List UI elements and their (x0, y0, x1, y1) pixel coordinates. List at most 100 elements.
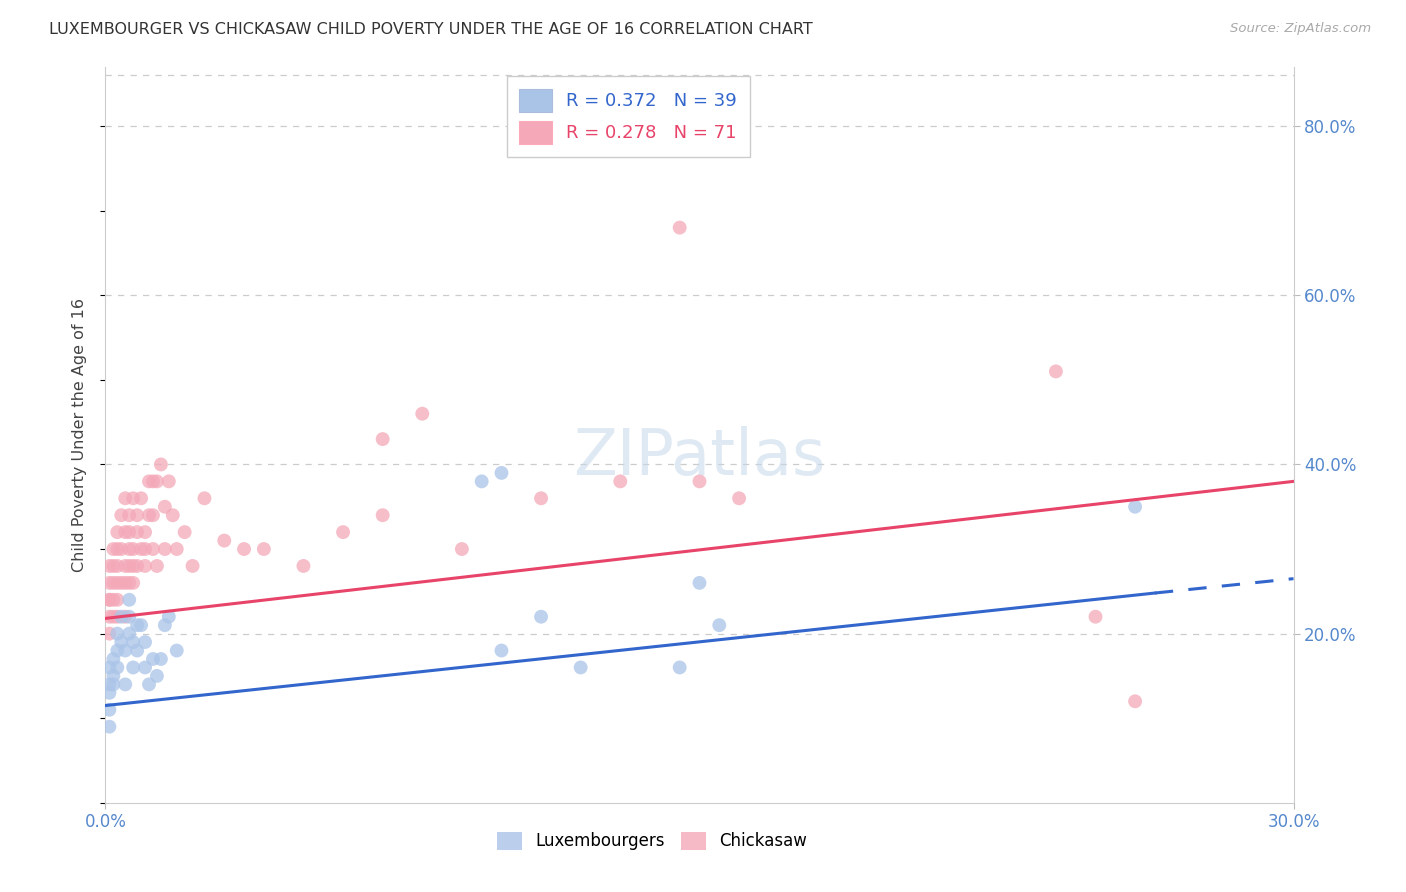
Point (127, 508, 149, 523)
Point (103, 575, 125, 590)
Point (127, 643, 149, 657)
Point (609, 475, 631, 489)
Point (118, 609, 141, 624)
Point (110, 635, 132, 649)
Point (138, 677, 160, 691)
Point (233, 542, 256, 557)
Point (98, 609, 121, 624)
Point (668, 660, 690, 674)
Point (138, 508, 160, 523)
Point (105, 609, 128, 624)
Point (129, 618, 152, 632)
Point (103, 542, 125, 557)
Point (668, 220, 690, 235)
Point (114, 558, 136, 573)
Point (98, 677, 121, 691)
Point (332, 525, 354, 540)
Point (118, 592, 141, 607)
Point (105, 558, 128, 573)
Point (157, 609, 180, 624)
Point (162, 508, 184, 523)
Point (98, 575, 121, 590)
Point (142, 508, 165, 523)
Point (134, 635, 156, 649)
Point (103, 609, 125, 624)
Point (471, 475, 494, 489)
Point (129, 542, 152, 557)
Point (105, 592, 128, 607)
Point (142, 652, 165, 666)
Point (98, 660, 121, 674)
Point (146, 475, 169, 489)
Point (98, 686, 121, 700)
Point (103, 677, 125, 691)
Point (98, 626, 121, 640)
Point (253, 542, 276, 557)
Point (103, 592, 125, 607)
Point (173, 525, 195, 540)
Point (1084, 609, 1107, 624)
Point (292, 558, 315, 573)
Point (149, 652, 172, 666)
Point (122, 558, 145, 573)
Point (114, 677, 136, 691)
Point (98, 558, 121, 573)
Point (371, 508, 394, 523)
Point (1123, 694, 1146, 708)
Point (728, 491, 751, 506)
Point (118, 575, 141, 590)
Point (105, 542, 128, 557)
Point (110, 542, 132, 557)
Point (689, 575, 711, 590)
Point (105, 660, 128, 674)
Legend: Luxembourgers, Chickasaw: Luxembourgers, Chickasaw (489, 825, 814, 857)
Point (118, 626, 141, 640)
Point (181, 558, 204, 573)
Point (134, 660, 156, 674)
Y-axis label: Child Poverty Under the Age of 16: Child Poverty Under the Age of 16 (72, 298, 87, 572)
Point (569, 660, 592, 674)
Point (98, 592, 121, 607)
Point (114, 609, 136, 624)
Point (110, 575, 132, 590)
Point (157, 475, 180, 489)
Point (114, 575, 136, 590)
Point (122, 542, 145, 557)
Point (122, 635, 145, 649)
Point (142, 542, 165, 557)
Point (153, 500, 176, 514)
Point (1123, 500, 1146, 514)
Point (103, 558, 125, 573)
Point (127, 618, 149, 632)
Point (166, 542, 188, 557)
Point (98, 592, 121, 607)
Point (105, 626, 128, 640)
Point (103, 669, 125, 683)
Point (411, 407, 433, 421)
Point (166, 643, 188, 657)
Point (689, 475, 711, 489)
Point (98, 703, 121, 717)
Point (134, 525, 156, 540)
Point (530, 491, 553, 506)
Point (118, 525, 141, 540)
Point (127, 525, 149, 540)
Point (146, 669, 169, 683)
Point (491, 643, 513, 657)
Point (122, 575, 145, 590)
Point (709, 618, 731, 632)
Point (214, 533, 236, 548)
Point (371, 432, 394, 446)
Point (122, 491, 145, 506)
Point (118, 558, 141, 573)
Point (491, 466, 513, 480)
Point (153, 542, 176, 557)
Point (193, 491, 215, 506)
Point (138, 475, 160, 489)
Point (105, 525, 128, 540)
Point (146, 558, 169, 573)
Text: LUXEMBOURGER VS CHICKASAW CHILD POVERTY UNDER THE AGE OF 16 CORRELATION CHART: LUXEMBOURGER VS CHICKASAW CHILD POVERTY … (49, 22, 813, 37)
Point (142, 475, 165, 489)
Point (129, 491, 152, 506)
Point (114, 525, 136, 540)
